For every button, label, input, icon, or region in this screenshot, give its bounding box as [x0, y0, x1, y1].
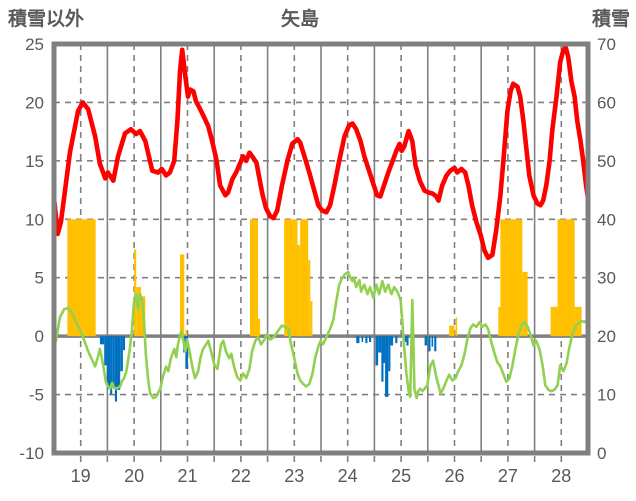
svg-text:40: 40: [597, 210, 616, 229]
svg-text:19: 19: [71, 466, 91, 486]
svg-text:22: 22: [231, 466, 251, 486]
chart-header: 積雪以外 矢島 積雪: [0, 4, 636, 30]
svg-text:10: 10: [25, 210, 44, 229]
svg-text:0: 0: [597, 444, 606, 463]
svg-text:26: 26: [444, 466, 464, 486]
svg-text:30: 30: [597, 269, 616, 288]
svg-text:15: 15: [25, 152, 44, 171]
orange-bars: [67, 219, 582, 337]
red-line: [51, 44, 591, 261]
right-axis-labels: 70 60 50 40 30 20 10 0: [597, 35, 616, 463]
blue-bars: [99, 336, 437, 402]
svg-text:25: 25: [25, 35, 44, 54]
svg-text:60: 60: [597, 93, 616, 112]
svg-text:5: 5: [35, 269, 44, 288]
x-axis-ticks: [79, 456, 563, 462]
svg-text:25: 25: [391, 466, 411, 486]
svg-text:21: 21: [177, 466, 197, 486]
green-line: [52, 270, 589, 400]
left-axis-title: 積雪以外: [8, 9, 85, 30]
svg-text:10: 10: [597, 386, 616, 405]
svg-text:-10: -10: [19, 444, 44, 463]
svg-text:0: 0: [35, 327, 44, 346]
svg-text:50: 50: [597, 152, 616, 171]
svg-text:70: 70: [597, 35, 616, 54]
svg-text:24: 24: [338, 466, 358, 486]
plot-border: [51, 41, 591, 456]
svg-text:23: 23: [284, 466, 304, 486]
svg-text:20: 20: [597, 327, 616, 346]
svg-text:20: 20: [25, 93, 44, 112]
svg-text:20: 20: [124, 466, 144, 486]
x-axis-labels: 19 20 21 22 23 24 25 26 27 28: [71, 466, 572, 486]
left-axis-labels: 25 20 15 10 5 0 -5 -10: [19, 35, 44, 463]
right-axis-title: 積雪: [591, 9, 630, 30]
svg-text:27: 27: [498, 466, 518, 486]
svg-text:-5: -5: [29, 386, 44, 405]
chart-title: 矢島: [280, 9, 320, 30]
svg-text:28: 28: [551, 466, 571, 486]
